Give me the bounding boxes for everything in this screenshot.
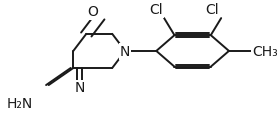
Text: Cl: Cl [150,3,163,17]
Text: O: O [87,5,98,19]
Text: N: N [74,81,85,95]
Text: N: N [120,45,130,59]
Text: Cl: Cl [205,3,219,17]
Text: H₂N: H₂N [7,97,33,111]
Text: CH₃: CH₃ [252,45,278,59]
